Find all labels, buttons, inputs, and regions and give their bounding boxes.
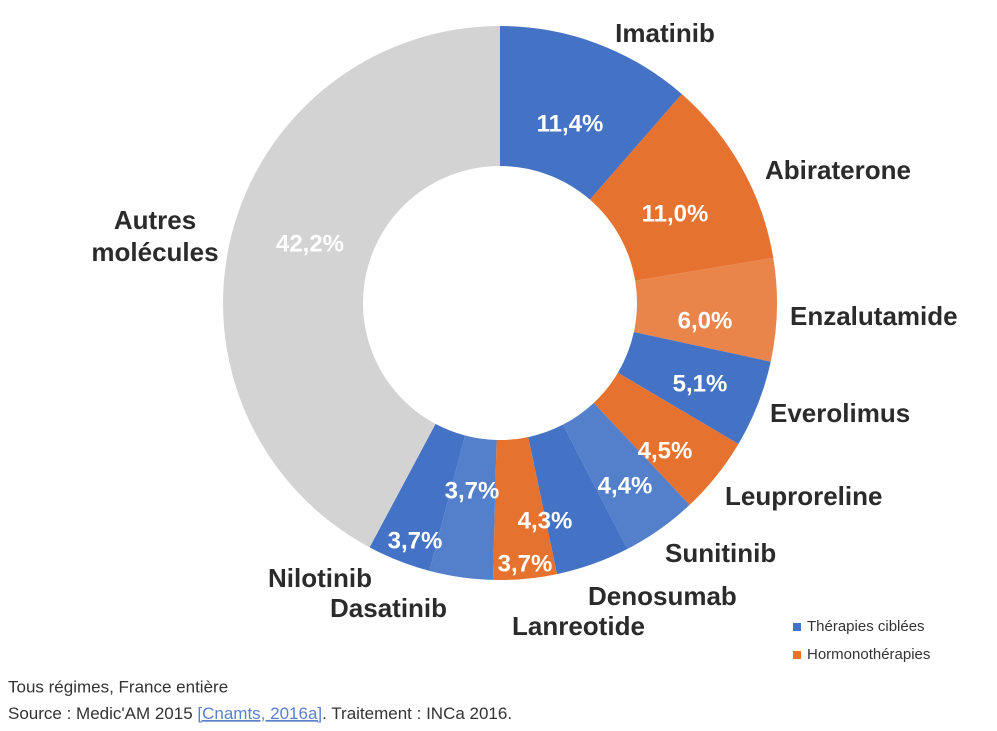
slice xyxy=(429,435,497,580)
legend-swatch xyxy=(793,651,801,659)
slice xyxy=(369,423,466,571)
category-label: Lanreotide xyxy=(512,611,645,641)
value-label: 11,4% xyxy=(537,110,604,137)
slice xyxy=(500,26,682,200)
category-label: Imatinib xyxy=(615,18,715,48)
source-link[interactable]: [Cnamts, 2016a] xyxy=(197,704,322,723)
slice xyxy=(493,437,558,581)
slice xyxy=(222,25,501,548)
slice xyxy=(593,372,739,505)
value-label: 4,5% xyxy=(638,437,693,464)
value-label: 3,7% xyxy=(445,477,500,504)
category-label: Dasatinib xyxy=(330,593,447,623)
value-label: 11,0% xyxy=(642,200,709,227)
category-label: Abiraterone xyxy=(765,155,911,185)
category-label: Autres molécules xyxy=(91,205,218,267)
value-label: 4,3% xyxy=(518,507,573,534)
slice xyxy=(589,94,774,281)
source: Source : Medic'AM 2015 [Cnamts, 2016a]. … xyxy=(8,704,512,723)
source-suffix: . Traitement : INCa 2016. xyxy=(322,704,512,723)
legend-label: Hormonothérapies xyxy=(807,646,930,663)
category-label: Nilotinib xyxy=(268,563,372,593)
value-label: 3,7% xyxy=(388,527,443,554)
slice xyxy=(633,257,777,362)
slice xyxy=(562,402,690,550)
category-label: Denosumab xyxy=(588,581,737,611)
value-label: 5,1% xyxy=(673,370,728,397)
value-label: 4,4% xyxy=(598,472,653,499)
value-label: 6,0% xyxy=(678,307,733,334)
legend-label: Thérapies ciblées xyxy=(807,618,925,635)
value-label: 3,7% xyxy=(498,550,553,577)
legend-swatch xyxy=(793,623,801,631)
category-label: Everolimus xyxy=(770,398,910,428)
category-label: Sunitinib xyxy=(665,538,776,568)
value-label: 42,2% xyxy=(276,230,344,257)
footnote: Tous régimes, France entière xyxy=(8,677,228,696)
category-label: Leuproreline xyxy=(725,481,882,511)
category-label: Enzalutamide xyxy=(790,301,958,331)
source-prefix: Source : Medic'AM 2015 xyxy=(8,704,197,723)
slice xyxy=(528,424,628,575)
slice xyxy=(617,332,771,445)
